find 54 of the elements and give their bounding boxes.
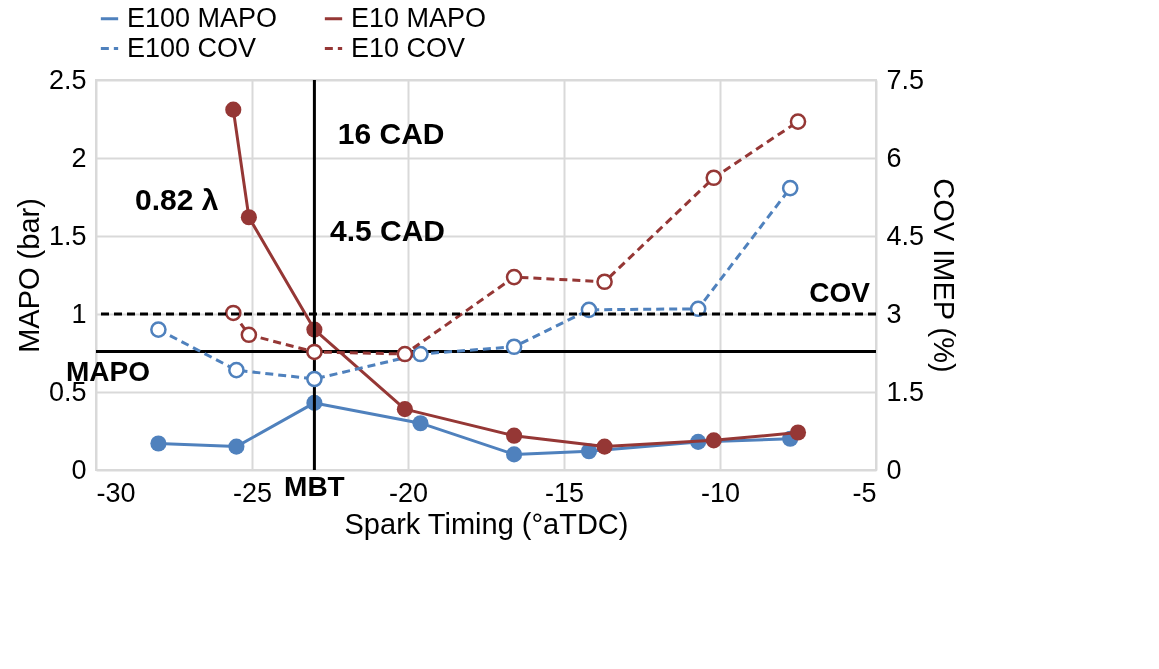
- x-tick-label: -10: [700, 477, 741, 508]
- point: [228, 361, 245, 379]
- point: [705, 432, 722, 449]
- point: [396, 345, 414, 363]
- x-tick-label: -25: [232, 477, 273, 508]
- x-tick-label: -30: [96, 477, 136, 508]
- point: [705, 169, 723, 187]
- point: [306, 370, 323, 388]
- point: [306, 343, 323, 361]
- y2-tick-label: 1.5: [886, 376, 925, 407]
- legend-label: E10 COV: [351, 32, 466, 63]
- point: [505, 268, 523, 286]
- point: [240, 326, 258, 344]
- point: [506, 446, 523, 463]
- point: [596, 438, 613, 455]
- legend-label: E10 MAPO: [351, 2, 487, 33]
- point: [396, 401, 413, 418]
- y-tick-label: 1: [71, 298, 87, 329]
- x-axis-title: Spark Timing (°aTDC): [344, 507, 629, 540]
- legend-label: E100 COV: [127, 32, 257, 63]
- point: [412, 415, 429, 432]
- point: [596, 273, 613, 291]
- ref-line-label: COV: [809, 277, 871, 308]
- x-tick-label: -5: [852, 477, 877, 508]
- y-tick-label: 2.5: [48, 64, 87, 95]
- y2-tick-label: 4.5: [886, 220, 925, 251]
- y-axis-title: MAPO (bar): [12, 198, 45, 353]
- point: [228, 438, 245, 455]
- point: [506, 427, 523, 444]
- y2-tick-label: 0: [886, 454, 902, 485]
- annotation: 4.5 CAD: [330, 214, 446, 248]
- y2-tick-label: 6: [886, 142, 902, 173]
- annotation: 16 CAD: [337, 116, 445, 150]
- y2-tick-label: 7.5: [886, 64, 925, 95]
- point: [781, 179, 799, 197]
- x-tick-label: -20: [388, 477, 429, 508]
- annotation: 0.82 λ: [135, 182, 219, 216]
- ref-line-label: MBT: [284, 471, 345, 502]
- point: [225, 101, 242, 118]
- y2-axis-title: COV IMEP (%): [928, 178, 961, 373]
- point: [150, 321, 167, 338]
- point: [240, 209, 257, 226]
- x-tick-label: -15: [544, 477, 585, 508]
- y-tick-label: 2: [71, 142, 87, 173]
- point: [150, 435, 167, 452]
- point: [505, 338, 523, 356]
- point: [689, 300, 707, 318]
- legend-label: E100 MAPO: [127, 2, 278, 33]
- point: [789, 113, 807, 130]
- y2-tick-label: 3: [886, 298, 902, 329]
- point: [789, 424, 807, 441]
- y-tick-label: 1.5: [48, 220, 87, 251]
- point: [412, 345, 429, 363]
- y-tick-label: 0: [71, 454, 87, 485]
